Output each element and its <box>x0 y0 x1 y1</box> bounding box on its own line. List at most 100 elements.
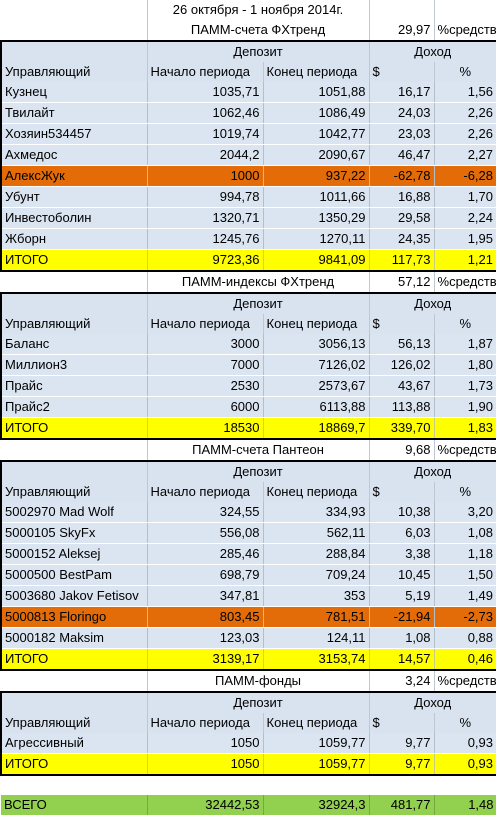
pct-column-header: % <box>434 713 496 733</box>
start-column-header: Начало периода <box>147 62 264 82</box>
total-start: 3139,17 <box>147 648 264 671</box>
total-label: ИТОГО <box>0 417 148 440</box>
usd-value: 10,45 <box>369 564 435 586</box>
start-value: 2530 <box>147 375 264 397</box>
end-column-header: Конец периода <box>263 482 370 502</box>
header-row: 26 октября - 1 ноября 2014г. <box>1 0 496 20</box>
start-value: 1050 <box>147 733 264 754</box>
grand-total-end: 32924,3 <box>263 795 370 815</box>
total-pct: 0,93 <box>434 753 496 776</box>
table-row: Кузнец 1035,71 1051,88 16,17 1,56 <box>0 82 496 103</box>
income-header: Доход <box>369 691 496 713</box>
usd-value: 16,17 <box>369 82 435 103</box>
section-total-row: ИТОГО 18530 18869,7 339,70 1,83 <box>0 417 496 440</box>
manager-name: Миллион3 <box>0 354 148 376</box>
pct-value: -6,28 <box>434 165 496 187</box>
section-share: 29,97 <box>369 20 435 41</box>
deposit-header: Депозит <box>147 460 370 482</box>
pct-value: 2,26 <box>434 102 496 124</box>
start-value: 1245,76 <box>147 228 264 250</box>
table-row: Баланс 3000 3056,13 56,13 1,87 <box>0 334 496 355</box>
total-end: 9841,09 <box>263 249 370 272</box>
table-row: 5002970 Mad Wolf 324,55 334,93 10,38 3,20 <box>0 502 496 523</box>
start-column-header: Начало периода <box>147 314 264 334</box>
column-header-row: Управляющий Начало периода Конец периода $% <box>0 713 496 733</box>
table-row: 5000105 SkyFx 556,08 562,11 6,03 1,08 <box>0 522 496 544</box>
pct-value: 0,93 <box>434 733 496 754</box>
table-row: 5000813 Floringo 803,45 781,51 -21,94 -2,73 <box>0 606 496 628</box>
start-value: 1062,46 <box>147 102 264 124</box>
pct-value: 1,56 <box>434 82 496 103</box>
total-usd: 14,57 <box>369 648 435 671</box>
section-share-label: %средств <box>434 670 496 692</box>
manager-name: Баланс <box>0 334 148 355</box>
section-total-row: ИТОГО 3139,17 3153,74 14,57 0,46 <box>0 648 496 671</box>
start-value: 1035,71 <box>147 82 264 103</box>
start-value: 1000 <box>147 165 264 187</box>
usd-column-header: $ <box>369 482 435 502</box>
deposit-header: Депозит <box>147 40 370 62</box>
usd-value: 3,38 <box>369 543 435 565</box>
start-value: 3000 <box>147 334 264 355</box>
grand-total-pct: 1,48 <box>434 795 496 815</box>
table-row: 5000152 Aleksej 285,46 288,84 3,38 1,18 <box>0 543 496 565</box>
pct-value: 2,27 <box>434 144 496 166</box>
income-header: Доход <box>369 292 496 314</box>
section-share: 3,24 <box>369 670 435 692</box>
start-value: 556,08 <box>147 522 264 544</box>
total-end: 18869,7 <box>263 417 370 440</box>
manager-name: Ахмедос <box>0 144 148 166</box>
table-row: Твилайт 1062,46 1086,49 24,03 2,26 <box>0 102 496 124</box>
table-row: Хозяин534457 1019,74 1042,77 23,03 2,26 <box>0 123 496 145</box>
end-value: 1059,77 <box>263 733 370 754</box>
end-column-header: Конец периода <box>263 713 370 733</box>
total-pct: 0,46 <box>434 648 496 671</box>
end-value: 709,24 <box>263 564 370 586</box>
table-row: 5000182 Maksim 123,03 124,11 1,08 0,88 <box>0 627 496 649</box>
manager-name: 5000182 Maksim <box>0 627 148 649</box>
pct-value: 1,80 <box>434 354 496 376</box>
section-total-row: ИТОГО 9723,36 9841,09 117,73 1,21 <box>0 249 496 272</box>
end-value: 124,11 <box>263 627 370 649</box>
usd-value: 10,38 <box>369 502 435 523</box>
pct-value: 2,24 <box>434 207 496 229</box>
start-value: 698,79 <box>147 564 264 586</box>
table-row: Прайс 2530 2573,67 43,67 1,73 <box>0 375 496 397</box>
total-start: 9723,36 <box>147 249 264 272</box>
manager-name: Хозяин534457 <box>0 123 148 145</box>
total-pct: 1,83 <box>434 417 496 440</box>
manager-column-header: Управляющий <box>0 62 148 82</box>
total-usd: 117,73 <box>369 249 435 272</box>
manager-name: Инвестоболин <box>0 207 148 229</box>
usd-value: 29,58 <box>369 207 435 229</box>
end-value: 2090,67 <box>263 144 370 166</box>
end-value: 1270,11 <box>263 228 370 250</box>
usd-value: 5,19 <box>369 585 435 607</box>
pct-column-header: % <box>434 482 496 502</box>
section-title-row: ПАММ-счета ФХтренд 29,97 %средств <box>1 20 496 41</box>
end-value: 3056,13 <box>263 334 370 355</box>
section-share: 9,68 <box>369 439 435 461</box>
total-end: 3153,74 <box>263 648 370 671</box>
end-value: 334,93 <box>263 502 370 523</box>
end-value: 1042,77 <box>263 123 370 145</box>
end-column-header: Конец периода <box>263 314 370 334</box>
usd-value: 24,03 <box>369 102 435 124</box>
start-value: 123,03 <box>147 627 264 649</box>
pct-value: 1,90 <box>434 396 496 418</box>
pct-column-header: % <box>434 62 496 82</box>
start-value: 1019,74 <box>147 123 264 145</box>
manager-name: 5000152 Aleksej <box>0 543 148 565</box>
pct-value: -2,73 <box>434 606 496 628</box>
pct-value: 1,70 <box>434 186 496 208</box>
usd-value: 23,03 <box>369 123 435 145</box>
usd-value: 126,02 <box>369 354 435 376</box>
section-share: 57,12 <box>369 271 435 293</box>
usd-value: 1,08 <box>369 627 435 649</box>
pct-value: 2,26 <box>434 123 496 145</box>
table-row: 5000500 BestPam 698,79 709,24 10,45 1,50 <box>0 564 496 586</box>
section-title-row: ПАММ-индексы ФХтренд 57,12 %средств <box>1 271 496 293</box>
pct-value: 1,87 <box>434 334 496 355</box>
column-group-row: Депозит Доход <box>0 292 496 314</box>
table-row: 5003680 Jakov Fetisov 347,81 353 5,19 1,49 <box>0 585 496 607</box>
